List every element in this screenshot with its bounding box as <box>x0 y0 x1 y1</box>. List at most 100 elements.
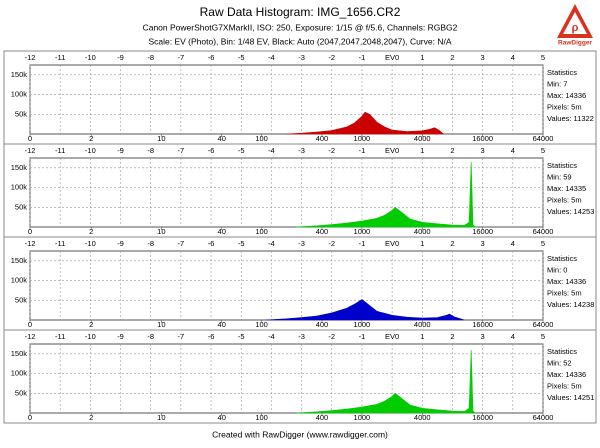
stat-line: Max: 14336 <box>547 370 586 379</box>
raw-tick-label: 1000 <box>354 227 371 236</box>
stat-line: Min: 0 <box>547 265 567 274</box>
y-tick-label: 50k <box>15 388 27 397</box>
ev-tick-label: 4 <box>511 146 515 155</box>
ev-tick-label: 1 <box>420 332 424 341</box>
stat-line: Min: 59 <box>547 172 572 181</box>
ev-tick-label: -8 <box>147 53 154 62</box>
stat-line: Pixels: 5m <box>547 288 582 297</box>
raw-tick-label: 100 <box>255 413 268 422</box>
ev-tick-label: -4 <box>268 53 275 62</box>
ev-tick-label: -6 <box>208 146 215 155</box>
stat-line: Min: 52 <box>547 358 572 367</box>
raw-tick-label: 64000 <box>533 227 554 236</box>
ev-tick-label: -4 <box>268 332 275 341</box>
ev-tick-label: 2 <box>450 239 454 248</box>
ev-tick-label: -11 <box>55 239 65 248</box>
ev-tick-label: 5 <box>541 146 545 155</box>
ev-tick-label: 1 <box>420 239 424 248</box>
ev-tick-label: 3 <box>481 53 485 62</box>
ev-tick-label: -6 <box>208 332 215 341</box>
ev-tick-label: -12 <box>25 146 36 155</box>
raw-tick-label: 400 <box>316 134 329 143</box>
histogram-area <box>265 299 465 321</box>
ev-tick-label: 3 <box>481 332 485 341</box>
ev-tick-label: -8 <box>147 332 154 341</box>
raw-tick-label: 10 <box>157 134 165 143</box>
ev-tick-label: -2 <box>328 332 335 341</box>
ev-tick-label: -9 <box>117 332 124 341</box>
stat-line: Values: 14238 <box>547 300 594 309</box>
ev-tick-label: -4 <box>268 146 275 155</box>
raw-tick-label: 2 <box>89 227 93 236</box>
ev-tick-label: -1 <box>359 332 366 341</box>
title: Raw Data Histogram: IMG_1656.CR2 <box>200 5 401 19</box>
ev-tick-label: EV0 <box>385 332 399 341</box>
ev-tick-label: -9 <box>117 146 124 155</box>
raw-tick-label: 40 <box>218 227 226 236</box>
y-tick-label: 100k <box>11 369 28 378</box>
stat-line: Max: 14335 <box>547 184 586 193</box>
raw-tick-label: 16000 <box>472 320 493 329</box>
footer: Created with RawDigger (www.rawdigger.co… <box>212 429 388 439</box>
stat-line: Values: 14253 <box>547 207 594 216</box>
logo-text: RawDigger <box>558 40 592 47</box>
ev-tick-label: -9 <box>117 239 124 248</box>
ev-tick-label: -10 <box>85 53 96 62</box>
histogram-panel: -12 -11 -10 -9 -8 -7 -6 -5 -4 -3 -2 -1 EV0 1 2 3 4 5 50k 10… <box>3 143 597 238</box>
ev-tick-label: -2 <box>328 239 335 248</box>
raw-tick-label: 64000 <box>533 320 554 329</box>
raw-tick-label: 2 <box>89 134 93 143</box>
logo-glyph: ρ <box>572 22 579 34</box>
raw-tick-label: 1000 <box>354 320 371 329</box>
ev-tick-label: -5 <box>238 146 245 155</box>
ev-tick-label: 1 <box>420 53 424 62</box>
ev-tick-label: 3 <box>481 146 485 155</box>
stat-line: Max: 14336 <box>547 91 586 100</box>
raw-tick-label: 0 <box>28 227 32 236</box>
ev-tick-label: -6 <box>208 239 215 248</box>
raw-tick-label: 100 <box>255 320 268 329</box>
y-tick-label: 100k <box>11 276 28 285</box>
ev-tick-label: 5 <box>541 332 545 341</box>
ev-tick-label: 3 <box>481 239 485 248</box>
ev-tick-label: -1 <box>359 239 366 248</box>
ev-tick-label: -7 <box>178 332 185 341</box>
raw-tick-label: 1000 <box>354 413 371 422</box>
ev-tick-label: -2 <box>328 53 335 62</box>
ev-tick-label: -12 <box>25 53 36 62</box>
ev-tick-label: -3 <box>298 53 305 62</box>
stat-line: Pixels: 5m <box>547 195 582 204</box>
ev-tick-label: -7 <box>178 53 185 62</box>
ev-tick-label: -11 <box>55 332 65 341</box>
y-tick-label: 150k <box>11 163 28 172</box>
raw-tick-label: 64000 <box>533 134 554 143</box>
logo-inner <box>563 12 587 34</box>
raw-tick-label: 64000 <box>533 413 554 422</box>
ev-tick-label: 1 <box>420 146 424 155</box>
ev-tick-label: -1 <box>359 53 366 62</box>
ev-tick-label: 4 <box>511 332 515 341</box>
ev-tick-label: -11 <box>55 53 65 62</box>
ev-tick-label: 2 <box>450 53 454 62</box>
ev-tick-label: 2 <box>450 332 454 341</box>
ev-tick-label: 4 <box>511 239 515 248</box>
stat-line: Statistics <box>547 254 577 263</box>
y-tick-label: 150k <box>11 256 28 265</box>
ev-tick-label: -6 <box>208 53 215 62</box>
raw-tick-label: 400 <box>316 320 329 329</box>
histogram-panel: -12 -11 -10 -9 -8 -7 -6 -5 -4 -3 -2 -1 EV0 1 2 3 4 5 50k 10… <box>3 50 597 145</box>
raw-tick-label: 40 <box>218 413 226 422</box>
y-tick-label: 100k <box>11 90 28 99</box>
ev-tick-label: -5 <box>238 239 245 248</box>
raw-tick-label: 0 <box>28 320 32 329</box>
ev-tick-label: -10 <box>85 146 96 155</box>
raw-tick-label: 400 <box>316 227 329 236</box>
y-tick-label: 150k <box>11 70 28 79</box>
ev-tick-label: -10 <box>85 332 96 341</box>
raw-tick-label: 0 <box>28 413 32 422</box>
histogram-area <box>295 349 476 414</box>
ev-tick-label: -5 <box>238 53 245 62</box>
ev-tick-label: EV0 <box>385 239 399 248</box>
stat-line: Pixels: 5m <box>547 102 582 111</box>
ev-tick-label: -2 <box>328 146 335 155</box>
